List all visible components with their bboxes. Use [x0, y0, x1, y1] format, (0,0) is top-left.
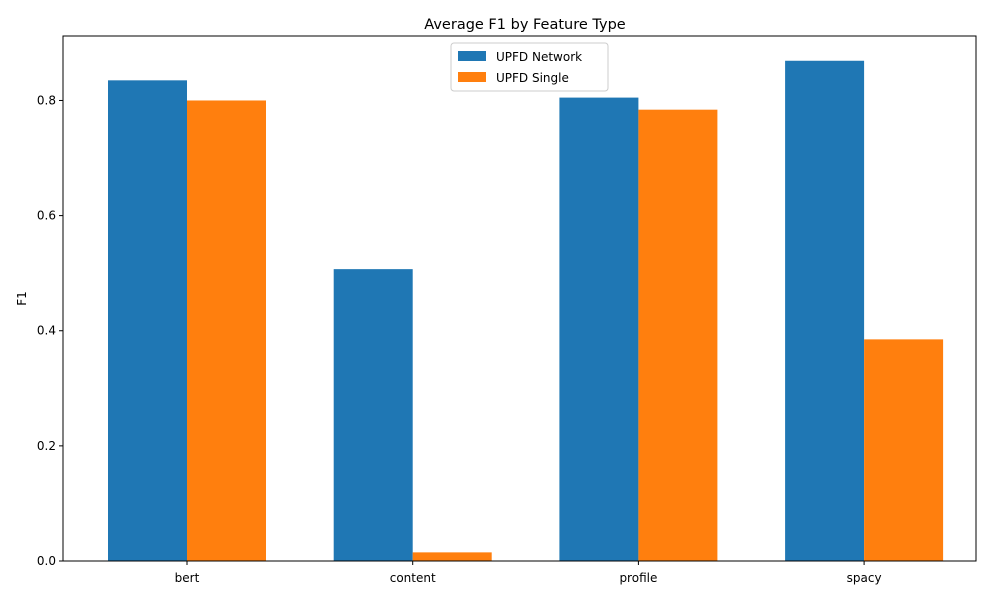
y-tick-label: 0.8	[37, 93, 56, 107]
legend-swatch	[458, 72, 486, 82]
bar-upfd-single-spacy	[864, 339, 944, 561]
legend: UPFD Network UPFD Single	[450, 42, 609, 92]
bar-upfd-single-profile	[638, 109, 718, 562]
bar-upfd-network-bert	[108, 80, 187, 562]
chart-title: Average F1 by Feature Type	[424, 17, 626, 33]
y-tick-label: 0.2	[37, 439, 56, 453]
bar-upfd-network-content	[333, 269, 413, 561]
y-tick-label: 0.6	[37, 209, 56, 223]
bar-upfd-network-spacy	[785, 60, 865, 561]
axes-layer: 0.0 0.2 0.4 0.6 0.8 bert content profile spacy	[37, 35, 977, 585]
plot-frame	[62, 35, 977, 562]
y-axis-label: F1	[15, 291, 29, 306]
x-tick-label: bert	[175, 571, 200, 585]
y-tick-label: 0.0	[37, 554, 56, 568]
x-tick-label: spacy	[847, 571, 882, 585]
bars-layer	[108, 60, 944, 562]
bar-upfd-single-bert	[187, 100, 266, 561]
legend-label: UPFD Network	[496, 50, 582, 64]
bar-upfd-network-profile	[559, 97, 639, 561]
x-tick-label: content	[390, 571, 436, 585]
y-tick-label: 0.4	[37, 324, 56, 338]
x-tick-label: profile	[619, 571, 657, 585]
legend-swatch	[458, 51, 486, 61]
legend-box	[450, 42, 609, 92]
legend-label: UPFD Single	[496, 71, 569, 85]
bar-upfd-single-content	[412, 552, 492, 561]
